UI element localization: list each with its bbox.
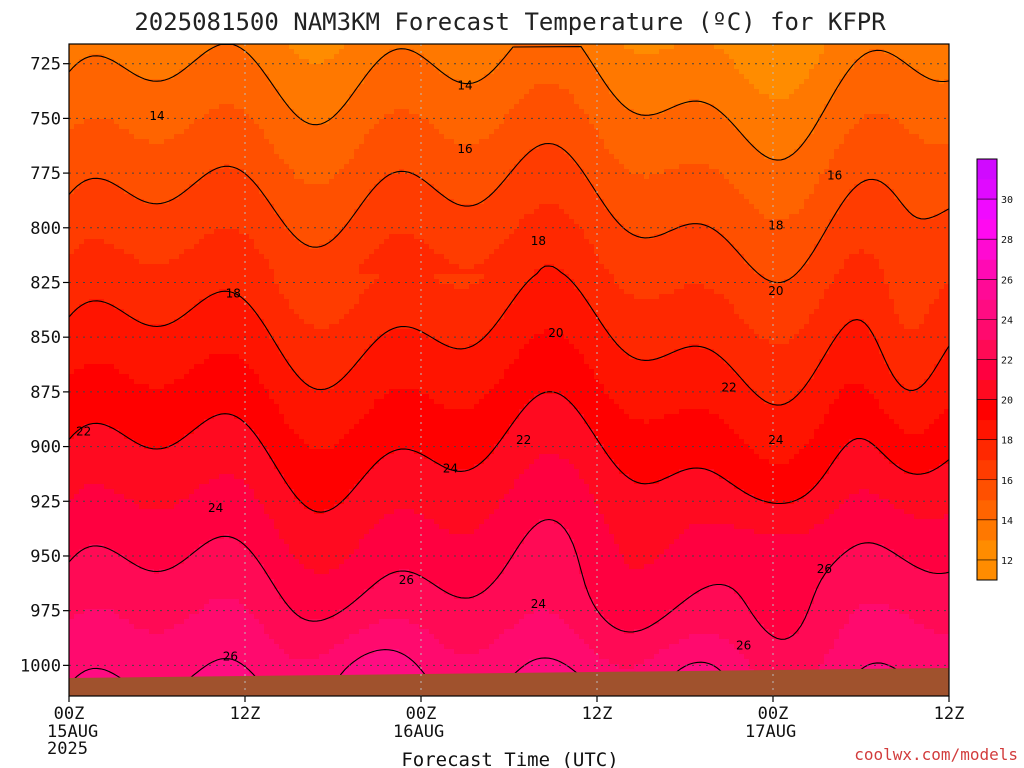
contour-label-22: 22 [76,424,91,438]
y-tick-label: 950 [30,547,61,567]
contour-label-22: 22 [516,433,531,447]
plot-area [69,44,950,700]
contour-label-16: 16 [457,142,472,156]
x-tick-label: 12Z [582,704,613,724]
colorbar-swatch [977,319,997,340]
colorbar-tick-label: 12 [1001,556,1013,567]
contour-label-24: 24 [531,597,546,611]
colorbar-tick-label: 14 [1001,516,1013,527]
contour-label-24: 24 [208,501,223,515]
colorbar-tick-label: 20 [1001,396,1013,407]
colorbar-swatch [977,359,997,380]
colorbar-swatch [977,420,997,441]
x-axis-label: Forecast Time (UTC) [401,749,618,768]
x-tick-label: 00Z [54,704,85,724]
colorbar-swatch [977,259,997,280]
credit-text: coolwx.com/models [854,745,1018,764]
colorbar-swatch [977,460,997,481]
y-tick-label: 975 [30,602,61,622]
colorbar-swatch [977,279,997,300]
x-tick-sublabel: 17AUG [745,722,796,742]
colorbar-swatch [977,380,997,401]
contour-label-14: 14 [457,79,472,93]
colorbar-tick-label: 22 [1001,355,1013,366]
contour-label-14: 14 [149,109,164,123]
contour-label-16: 16 [827,168,842,182]
y-tick-label: 875 [30,383,61,403]
temperature-fill-bands [69,44,950,700]
colorbar-swatch [977,400,997,421]
colorbar-tick-label: 16 [1001,476,1013,487]
y-tick-label: 750 [30,109,61,129]
y-tick-label: 725 [30,55,61,75]
colorbar-tick-label: 26 [1001,275,1013,286]
colorbar-tick-label: 24 [1001,315,1013,326]
y-tick-label: 850 [30,328,61,348]
x-tick-label: 12Z [934,704,965,724]
y-axis-ticks: 725 750 775 800 825 850 875 900 925 950 975 1000 [20,55,69,677]
colorbar-swatch [977,440,997,461]
colorbar-swatch [977,159,997,180]
colorbar-tick-label: 18 [1001,436,1013,447]
contour-label-24: 24 [443,461,458,475]
colorbar-swatch [977,199,997,220]
y-tick-label: 825 [30,273,61,293]
colorbar-swatch [977,540,997,561]
contour-label-20: 20 [768,284,783,298]
colorbar-swatch [977,560,997,581]
colorbar-swatch [977,219,997,240]
contour-label-18: 18 [226,286,241,300]
colorbar-swatch [977,480,997,501]
y-tick-label: 925 [30,492,61,512]
colorbar-tick-label: 30 [1001,195,1013,206]
y-tick-label: 1000 [20,656,61,676]
y-tick-label: 900 [30,438,61,458]
y-tick-label: 775 [30,164,61,184]
colorbar: 12 14 16 18 20 22 24 26 28 30 [977,159,1013,581]
contour-label-18: 18 [768,219,783,233]
contour-label-18: 18 [531,234,546,248]
colorbar-swatch [977,179,997,200]
y-tick-label: 800 [30,219,61,239]
contour-label-26: 26 [223,650,238,664]
contour-label-26: 26 [736,639,751,653]
contour-label-26: 26 [817,562,832,576]
colorbar-swatch [977,520,997,541]
colorbar-swatch [977,500,997,521]
x-tick-sublabel: 16AUG [393,722,444,742]
contour-label-26: 26 [399,573,414,587]
colorbar-swatch [977,339,997,360]
x-tick-label: 12Z [230,704,261,724]
x-tick-label: 00Z [758,704,789,724]
contour-label-20: 20 [548,326,563,340]
colorbar-tick-label: 28 [1001,235,1013,246]
x-tick-sublabel: 2025 [47,739,88,759]
colorbar-swatch [977,299,997,320]
chart-title: 2025081500 NAM3KM Forecast Temperature (… [134,8,886,36]
x-tick-label: 00Z [406,704,437,724]
contour-label-22: 22 [721,381,736,395]
colorbar-swatch [977,239,997,260]
contour-label-24: 24 [768,433,783,447]
